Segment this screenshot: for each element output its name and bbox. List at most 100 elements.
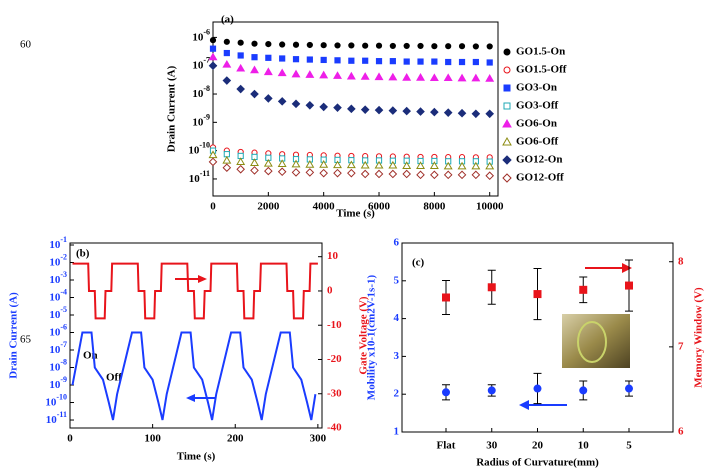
data-point: [485, 74, 495, 82]
data-point: [292, 56, 300, 63]
data-point: [291, 159, 301, 168]
y2-axis-label: Gate Voltage (V): [358, 296, 370, 375]
data-point: [263, 67, 273, 76]
data-point: [279, 41, 286, 48]
data-point: [443, 161, 453, 170]
data-point: [625, 384, 633, 393]
data-point: [402, 73, 412, 81]
data-point: [485, 161, 495, 170]
legend-label: GO1.5-Off: [516, 64, 567, 76]
data-point: [486, 43, 493, 50]
x-tick-label: 200: [227, 433, 244, 445]
y-tick-label: 10-7: [49, 340, 67, 356]
data-point: [305, 70, 315, 78]
data-point: [222, 155, 232, 164]
data-point: [485, 171, 495, 181]
data-point: [263, 158, 273, 167]
data-point: [472, 58, 479, 66]
y2-tick-label: 0: [327, 284, 333, 296]
panel-label: (a): [221, 14, 234, 26]
data-point: [319, 168, 328, 178]
data-point: [319, 70, 329, 79]
x-tick-label: 300: [310, 433, 327, 445]
data-point: [250, 89, 259, 99]
annotation: Off: [106, 372, 122, 384]
y-tick-label: 2: [394, 388, 400, 400]
data-point: [250, 166, 259, 175]
legend-marker: [503, 48, 511, 56]
data-point: [362, 57, 369, 64]
legend-marker: [502, 118, 512, 128]
data-point: [320, 42, 327, 49]
data-point: [291, 99, 301, 109]
legend-marker: [503, 84, 511, 92]
data-point: [471, 170, 481, 180]
data-point: [457, 108, 467, 118]
data-point: [445, 58, 452, 66]
data-point: [348, 57, 355, 64]
data-point: [487, 283, 496, 292]
data-point: [388, 72, 398, 81]
y2-tick-label: 8: [678, 255, 684, 267]
data-point: [416, 73, 425, 81]
y2-tick-label: -30: [327, 387, 342, 399]
data-point: [305, 100, 315, 110]
data-point: [236, 63, 246, 72]
y-tick-label: 10-6: [192, 27, 210, 43]
data-point: [292, 41, 300, 48]
data-point: [347, 168, 356, 178]
data-point: [429, 161, 439, 169]
data-point: [319, 102, 328, 112]
data-point: [346, 160, 356, 169]
data-point: [429, 73, 439, 82]
data-point: [533, 290, 542, 299]
data-point: [416, 161, 425, 169]
data-point: [402, 169, 411, 179]
y-tick-label: 4: [394, 312, 400, 324]
data-point: [403, 42, 410, 50]
legend-label: GO6-Off: [516, 136, 558, 148]
data-point: [305, 160, 315, 168]
data-point: [485, 109, 495, 119]
y-axis-label: Mobility x10-1(cm2V-1s-1): [366, 274, 378, 400]
data-point: [346, 71, 356, 80]
data-point: [472, 43, 479, 50]
data-point: [360, 169, 370, 179]
data-point: [265, 41, 272, 48]
data-point: [360, 72, 370, 80]
plot-frame: [212, 21, 499, 197]
x-tick-label: 30: [486, 440, 498, 452]
data-point: [277, 159, 287, 168]
data-point: [264, 94, 273, 103]
y-tick-label: 10-7: [192, 56, 210, 72]
x-tick-label: 100: [144, 433, 161, 445]
data-point: [277, 68, 287, 77]
data-point: [209, 37, 217, 44]
margin-number: 65: [20, 334, 32, 346]
data-point: [291, 168, 301, 177]
decorations: [175, 263, 632, 410]
x-tick-label: 10: [578, 440, 590, 452]
data-point: [333, 103, 342, 112]
data-point: [389, 58, 396, 65]
legend-marker: [503, 66, 511, 74]
data-point: [458, 58, 466, 66]
data-point: [625, 281, 633, 290]
data-point: [431, 43, 438, 50]
data-point: [277, 167, 287, 177]
data-point: [442, 293, 450, 302]
x-tick-label: 6000: [368, 201, 391, 213]
x-tick-label: 4000: [313, 201, 336, 213]
data-point: [347, 104, 356, 114]
data-point: [457, 161, 467, 170]
y-tick-label: 10-10: [45, 392, 67, 408]
data-point: [388, 106, 398, 115]
legend-label: GO12-On: [516, 154, 562, 166]
data-point: [360, 160, 370, 169]
data-line: [71, 331, 317, 421]
data-point: [279, 55, 286, 62]
data-point: [374, 169, 384, 179]
legend-marker: [503, 102, 511, 110]
data-point: [471, 161, 481, 170]
y-tick-label: 10-4: [49, 287, 67, 303]
